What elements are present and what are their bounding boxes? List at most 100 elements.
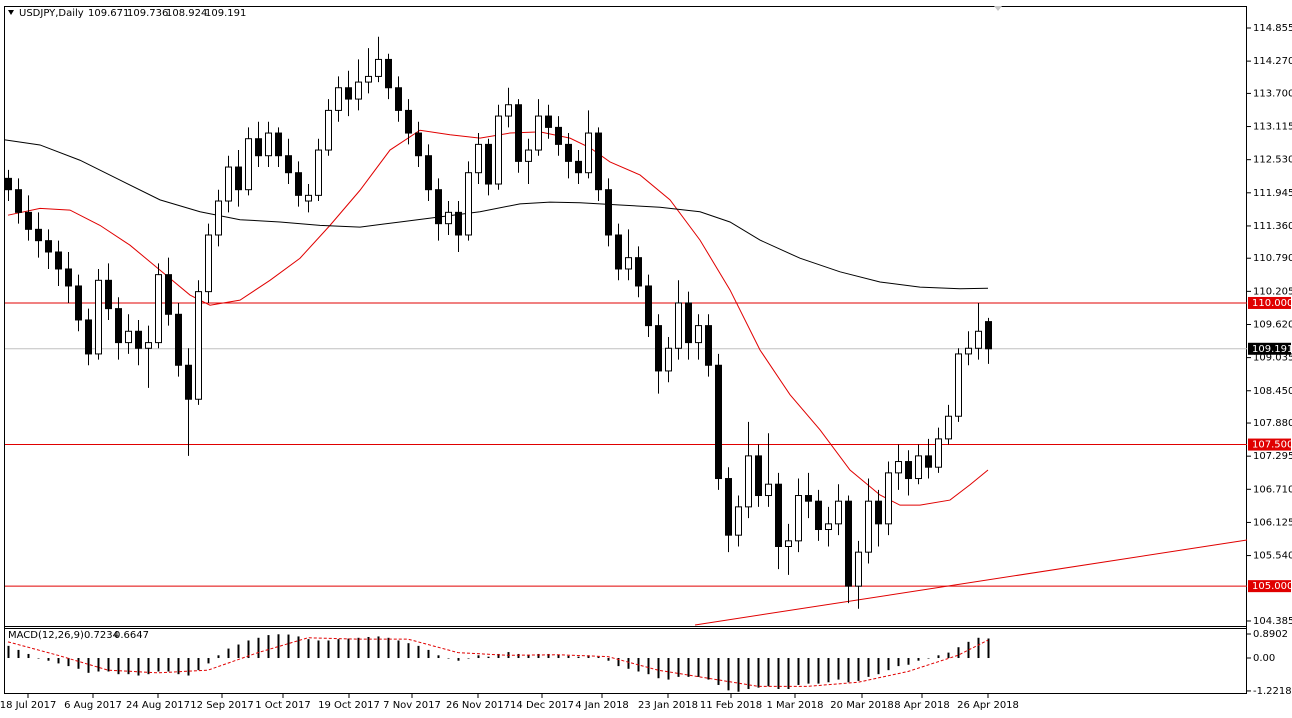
candle-body [915,455,922,480]
candle-body [705,325,712,366]
moving-average [694,539,1248,626]
macd-bar [957,647,960,659]
candle-body [525,149,532,162]
candle-body [885,472,892,525]
macd-bar [477,655,480,659]
x-tick-label: 14 Dec 2017 [510,700,574,711]
candle-body [495,115,502,185]
candle-body [605,189,612,236]
candle-body [455,211,462,236]
macd-bar [157,658,160,672]
candle-body [595,132,602,191]
macd-bar [717,658,720,685]
candle-body [905,461,912,480]
macd-bar [687,658,690,677]
macd-bar [257,637,260,659]
menu-triangle[interactable] [8,10,14,15]
candle-body [335,87,342,111]
macd-bar [647,658,650,675]
candle-body [815,500,822,531]
candle-body [775,483,782,548]
macd-bar [247,640,250,659]
moving-average [7,129,989,506]
macd-bar [587,655,590,659]
candle-body [245,138,252,191]
level-box [1248,296,1291,309]
macd-bar [467,658,470,659]
header-open: 109.671 [88,8,129,19]
candle-body [175,313,182,366]
macd-bar [697,658,700,677]
header-low: 108.924 [166,8,207,19]
candle-body [205,234,212,293]
macd-bar [417,645,420,659]
macd-bar [707,658,710,680]
y-tick-label: 110.205 [1253,286,1292,297]
candle-body [505,104,512,117]
candle-body [575,160,582,174]
candle-body [535,115,542,151]
candle-body [15,189,22,213]
candle-body [35,228,42,242]
candle-body [235,166,242,191]
signal-line [7,637,989,687]
candle-body [465,172,472,236]
candle-body [635,257,642,287]
y-tick-label: 106.710 [1253,484,1292,495]
macd-bar [297,636,300,659]
candle-body [345,87,352,100]
macd-bar [277,634,280,659]
macd-bar [857,658,860,681]
candle-body [145,342,152,349]
macd-bar [747,658,750,690]
macd-bar [727,658,730,691]
candle-body [105,279,112,310]
macd-bar [7,645,10,659]
y-tick-label: 114.270 [1253,56,1292,67]
candle-body [985,321,992,350]
candle-body [355,81,362,100]
macd-bar [757,658,760,688]
candle-body [735,506,742,536]
candle-body [865,500,872,553]
macd-bar [627,658,630,669]
macd-value: 0.7234 [84,630,119,641]
candle-body [765,483,772,497]
candle-body [895,461,902,474]
x-tick-label: 1 Mar 2018 [766,700,823,711]
candle-body [615,234,622,270]
macd-bar [987,638,990,659]
candle-body [445,211,452,225]
macd-bar [667,658,670,680]
candle-body [85,319,92,355]
symbol-title: USDJPY,Daily [19,8,84,19]
macd-bar [657,658,660,679]
candle-body [155,274,162,344]
candle-body [975,330,982,349]
macd-bar [837,658,840,680]
macd-bar [557,654,560,659]
macd-bar [807,658,810,684]
candle-body [55,251,62,270]
x-tick-label: 18 Jul 2017 [0,700,56,711]
macd-bar [877,658,880,675]
y-tick-label: 109.035 [1253,353,1292,364]
candle-body [805,495,812,502]
macd-bar [777,658,780,690]
x-tick-label: 11 Feb 2018 [700,700,762,711]
x-tick-label: 7 Nov 2017 [383,700,441,711]
x-tick-label: 24 Aug 2017 [126,700,190,711]
macd-bar [457,658,460,661]
macd-bar [107,658,110,672]
level-box [1248,438,1291,451]
candle-body [285,155,292,174]
macd-bar [267,635,270,659]
candle-body [755,455,762,497]
macd-bar [937,655,940,659]
y-tick-label: 104.385 [1253,616,1292,627]
level-label: 110.000 [1252,298,1292,309]
macd-bar [927,658,930,659]
candle-body [945,415,952,440]
candle-body [555,126,562,145]
macd-bar [397,640,400,659]
